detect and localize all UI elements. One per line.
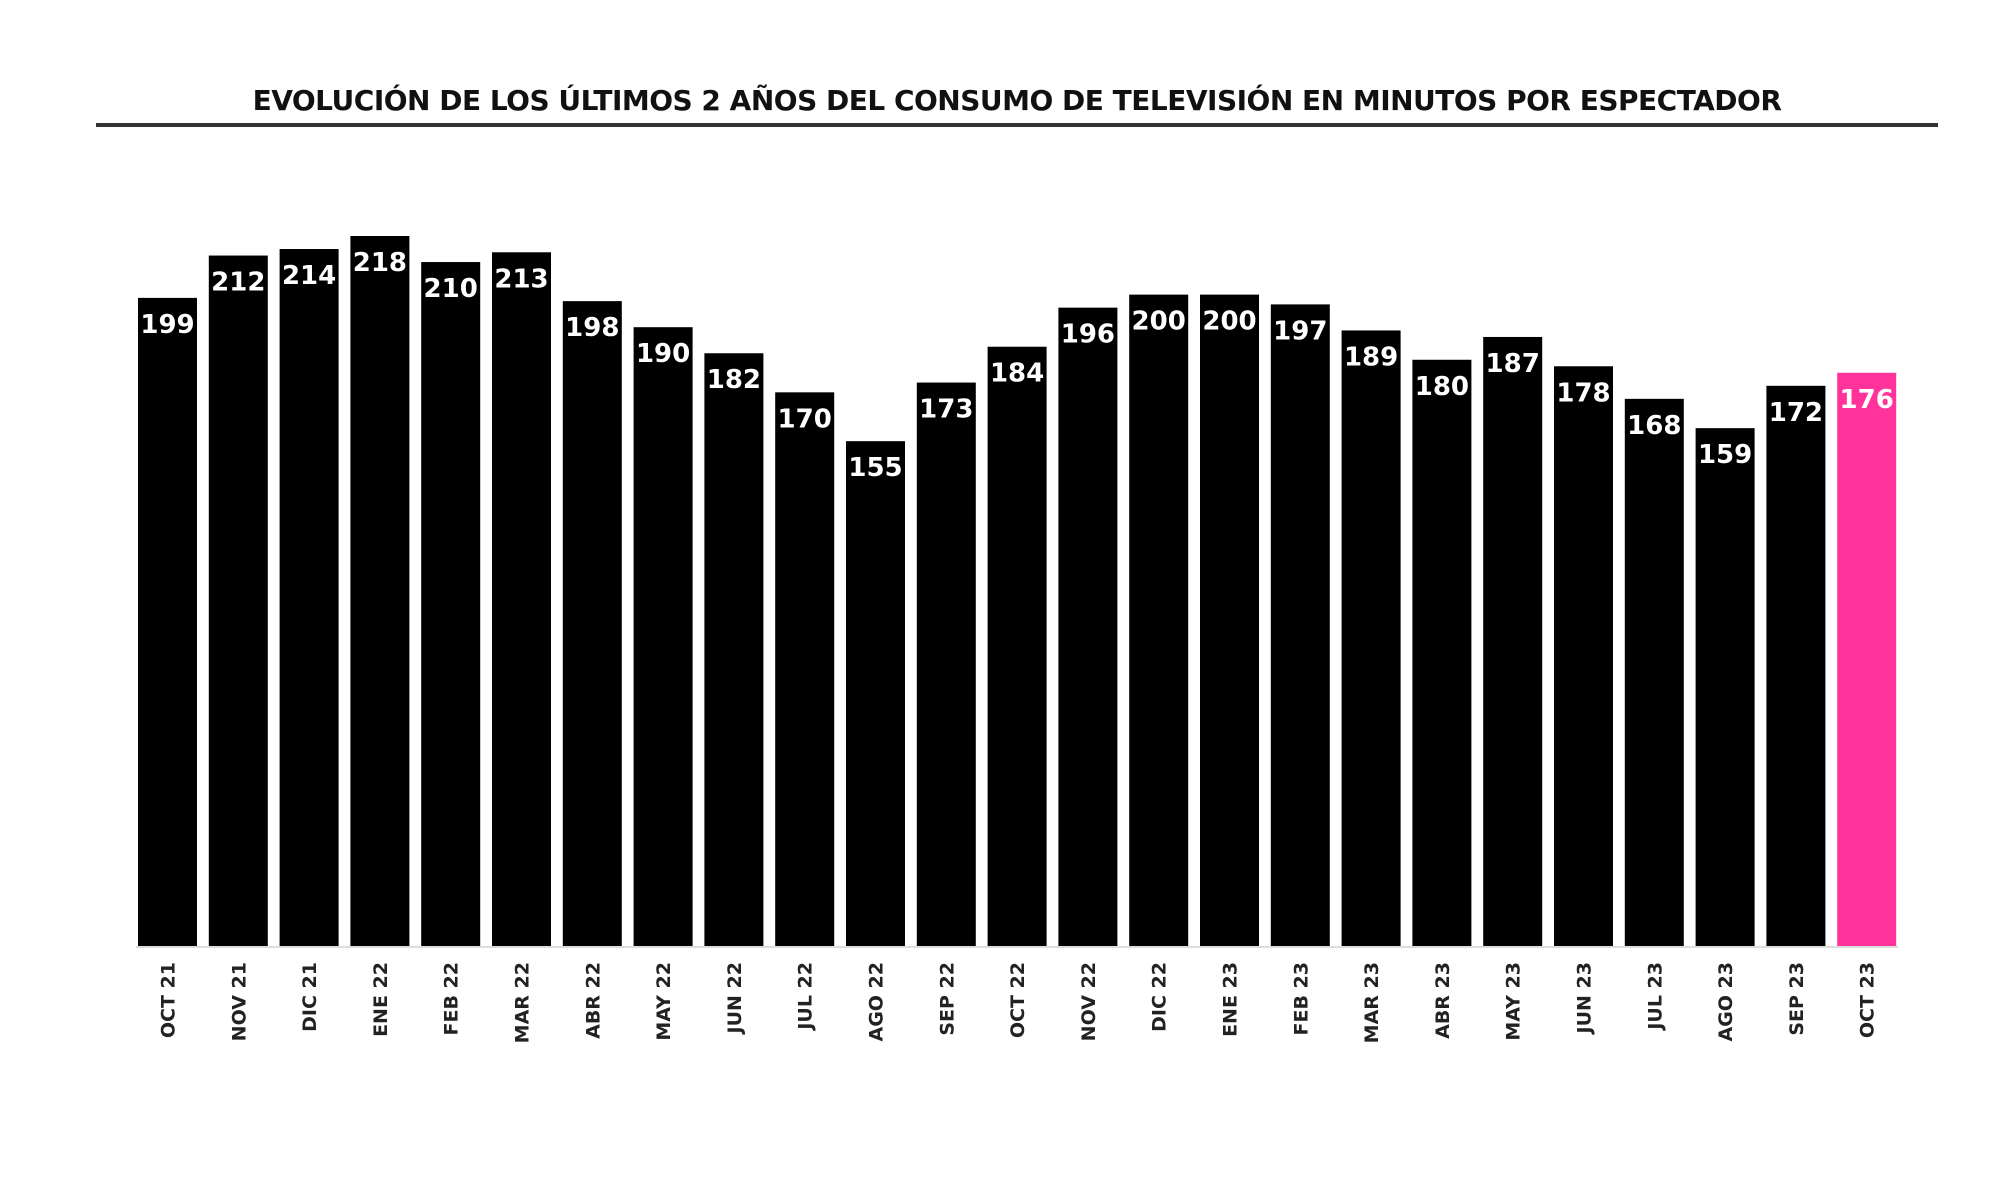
data-label: 214 <box>282 261 336 291</box>
data-label: 197 <box>1273 316 1327 346</box>
bar <box>279 249 339 946</box>
x-tick-label: ENE 22 <box>370 962 392 1037</box>
bar <box>138 297 197 946</box>
data-label: 210 <box>424 274 478 304</box>
data-label: 182 <box>707 365 761 395</box>
bar <box>1554 366 1613 946</box>
x-tick-label: MAY 22 <box>653 962 675 1041</box>
bar <box>775 392 835 946</box>
x-tick-label: DIC 21 <box>299 962 321 1032</box>
x-tick-label: FEB 22 <box>441 962 463 1036</box>
bar <box>987 346 1047 946</box>
data-label: 176 <box>1840 385 1894 415</box>
bar <box>562 301 622 947</box>
data-label: 196 <box>1061 320 1115 350</box>
data-label: 200 <box>1132 307 1186 337</box>
data-label: 198 <box>565 313 619 343</box>
bar <box>1483 336 1543 946</box>
x-tick-label: OCT 23 <box>1857 962 1879 1038</box>
bar <box>1270 304 1330 946</box>
x-tick-label: MAR 22 <box>512 962 534 1043</box>
x-tick-label: OCT 21 <box>158 962 180 1038</box>
bar <box>421 262 481 946</box>
data-label: 199 <box>140 310 194 340</box>
bar <box>1695 428 1755 946</box>
x-tick-label: NOV 22 <box>1078 962 1100 1041</box>
x-tick-label: SEP 23 <box>1786 962 1808 1036</box>
data-label: 189 <box>1344 342 1398 372</box>
x-tick-label: AGO 22 <box>866 962 888 1042</box>
x-tick-label: OCT 22 <box>1007 962 1029 1038</box>
data-label: 180 <box>1415 372 1469 402</box>
x-tick-label: ENE 23 <box>1220 962 1242 1037</box>
data-label: 170 <box>778 404 832 434</box>
bar <box>1837 372 1897 946</box>
bar <box>704 353 764 947</box>
bar <box>1341 330 1401 946</box>
bar <box>350 236 410 946</box>
x-tick-label: JUL 22 <box>795 962 817 1032</box>
data-label: 187 <box>1486 349 1540 379</box>
data-label: 173 <box>919 395 973 425</box>
bar <box>1129 294 1189 946</box>
x-tick-label: SEP 22 <box>936 962 958 1036</box>
x-tick-label: JUN 22 <box>724 962 746 1035</box>
data-label: 213 <box>494 264 548 294</box>
x-tick-label: FEB 23 <box>1290 962 1312 1036</box>
data-label: 159 <box>1698 440 1752 470</box>
bar <box>1766 385 1826 946</box>
x-tick-label: AGO 23 <box>1715 962 1737 1042</box>
bar <box>633 327 693 947</box>
bar <box>1412 359 1472 946</box>
x-tick-label: JUN 23 <box>1574 962 1596 1035</box>
x-tick-label: JUL 23 <box>1644 962 1666 1032</box>
chart-title: EVOLUCIÓN DE LOS ÚLTIMOS 2 AÑOS DEL CONS… <box>252 84 1782 117</box>
data-label: 200 <box>1202 307 1256 337</box>
bar <box>208 255 268 947</box>
bar <box>1624 398 1684 947</box>
x-tick-label: ABR 22 <box>582 962 604 1039</box>
data-label: 184 <box>990 359 1044 389</box>
x-tick-label: NOV 21 <box>228 962 250 1041</box>
data-label: 190 <box>636 339 690 369</box>
data-label: 218 <box>353 248 407 278</box>
x-tick-label: DIC 22 <box>1149 962 1171 1032</box>
x-tick-label: MAY 23 <box>1503 962 1525 1041</box>
bar <box>846 441 905 946</box>
bar <box>916 382 976 946</box>
data-label: 172 <box>1769 398 1823 428</box>
data-label: 178 <box>1556 378 1610 408</box>
data-label: 168 <box>1627 411 1681 441</box>
x-tick-label: MAR 23 <box>1361 962 1383 1043</box>
bar <box>492 252 551 946</box>
title-underline <box>96 123 1938 127</box>
data-label: 155 <box>848 453 902 483</box>
bar <box>1200 294 1259 946</box>
x-tick-label: ABR 23 <box>1432 962 1454 1039</box>
bar <box>1058 307 1118 946</box>
data-label: 212 <box>211 268 265 298</box>
